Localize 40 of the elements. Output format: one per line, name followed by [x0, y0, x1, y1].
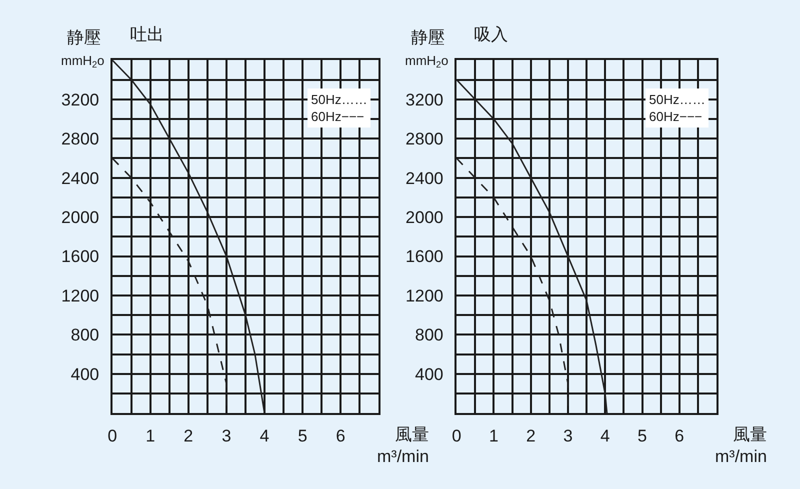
- x-axis-title: 風量 m³/min: [715, 425, 767, 466]
- annotation: 60Hz−−−: [649, 108, 702, 124]
- y-tick-label: 1200: [406, 286, 444, 306]
- x-tick-label: 4: [260, 426, 270, 446]
- x-tick-label: 0: [108, 426, 118, 446]
- annotation: 50Hz……: [311, 92, 368, 107]
- x-tick-label: 2: [526, 426, 536, 446]
- x-tick-label: 1: [146, 426, 156, 446]
- y-tick-label: 1600: [406, 247, 444, 266]
- x-tick-label: 0: [452, 426, 462, 446]
- y-tick-label: 2800: [406, 130, 444, 149]
- y-tick-label: 800: [414, 326, 444, 345]
- y-tick-label: 1600: [61, 247, 100, 266]
- y-tick-label: 800: [70, 326, 100, 345]
- y-tick-label: 2000: [61, 208, 100, 228]
- x-tick-label: 6: [336, 426, 346, 446]
- y-axis-title: 静壓 mmH$_{2}$o: [61, 28, 104, 70]
- y-tick-label: 3200: [61, 90, 100, 110]
- x-tick-label: 5: [298, 426, 308, 446]
- y-axis-title: 静壓 mmH$_{2}$o: [405, 28, 448, 70]
- y-tick-label: 2400: [61, 168, 100, 188]
- y-tick-label: 2800: [61, 130, 100, 149]
- x-tick-label: 6: [674, 426, 684, 446]
- x-tick-label: 3: [222, 426, 232, 446]
- chart-title: 吐出: [130, 25, 164, 44]
- annotation: 60Hz−−−: [311, 108, 364, 124]
- y-tick-label: 1200: [61, 286, 100, 306]
- chart-title: 吸入: [474, 25, 508, 44]
- x-tick-label: 5: [638, 426, 647, 446]
- x-axis-title: 風量 m³/min: [377, 425, 429, 466]
- x-tick-label: 1: [488, 426, 498, 446]
- y-tick-label: 400: [70, 364, 100, 384]
- y-tick-label: 400: [414, 364, 444, 384]
- annotation: 50Hz……: [649, 92, 706, 107]
- y-tick-label: 2400: [406, 168, 444, 188]
- x-tick-label: 2: [184, 426, 194, 446]
- x-tick-label: 3: [563, 426, 573, 446]
- x-tick-label: 4: [600, 426, 610, 446]
- y-tick-label: 3200: [406, 90, 444, 110]
- y-tick-label: 2000: [406, 208, 444, 228]
